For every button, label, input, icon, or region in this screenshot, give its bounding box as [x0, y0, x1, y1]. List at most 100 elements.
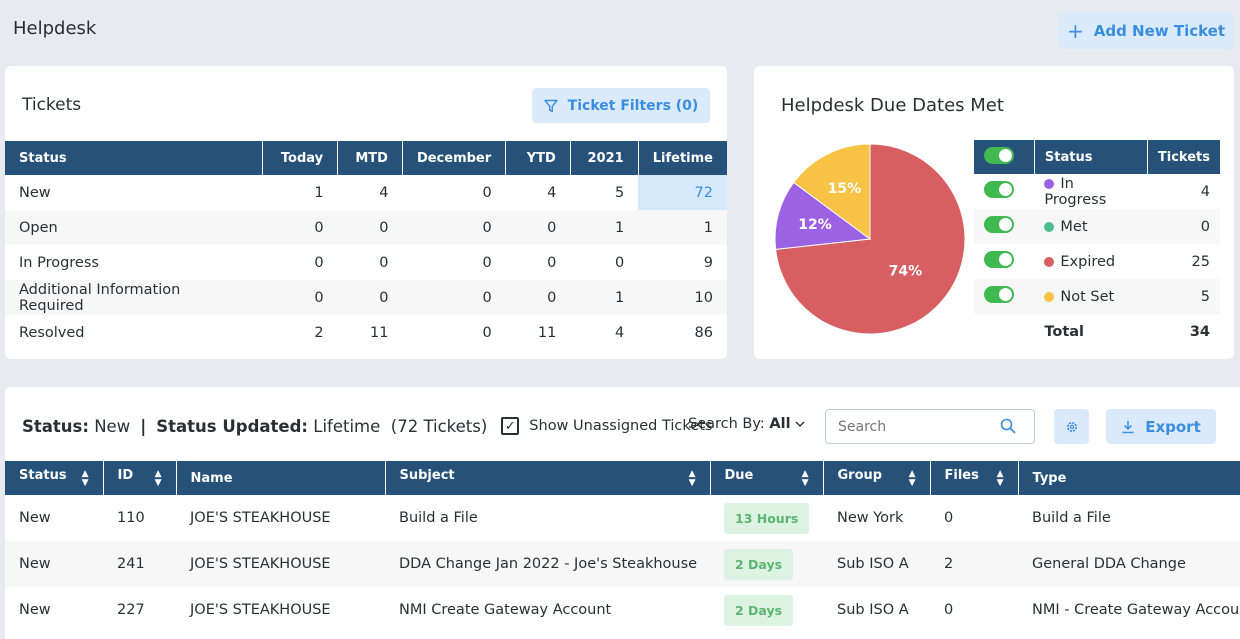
col-files-label: Files	[944, 468, 979, 483]
row-lifetime[interactable]: 86	[694, 324, 713, 341]
row-december[interactable]: 0	[402, 210, 506, 245]
row-december[interactable]: 0	[482, 324, 492, 341]
ticket-filters-button[interactable]: Ticket Filters (0)	[532, 88, 710, 123]
due-dates-pie-chart: 74% 12% 15%	[774, 143, 966, 335]
col-december: December	[402, 141, 507, 175]
sort-icon: ▲ ▼	[908, 469, 916, 488]
row-2021[interactable]: 4	[614, 324, 625, 341]
row-ytd[interactable]: 4	[547, 184, 557, 201]
row-today[interactable]: 2	[314, 324, 324, 341]
cell-files: 0	[944, 602, 954, 618]
toggle-expired[interactable]	[984, 251, 1014, 268]
row-lifetime-selected[interactable]: 72	[638, 175, 727, 210]
row-december[interactable]: 0	[402, 280, 506, 315]
pie-slice-not-set[interactable]	[792, 143, 871, 240]
export-button[interactable]: Export	[1106, 409, 1216, 444]
toggle-all-cell	[974, 140, 1035, 174]
col-type[interactable]: Type	[1018, 461, 1240, 495]
legend-row: In Progress 4	[974, 174, 1220, 209]
row-mtd[interactable]: 11	[370, 324, 389, 341]
ticket-list-card: Status: New | Status Updated: Lifetime (…	[5, 387, 1240, 639]
row-2021[interactable]: 0	[614, 254, 625, 271]
row-ytd[interactable]: 0	[505, 210, 571, 245]
toggle-in-progress[interactable]	[984, 181, 1014, 198]
cell-status: New	[19, 602, 51, 618]
legend-dot	[1044, 256, 1055, 267]
settings-button[interactable]	[1054, 409, 1089, 444]
row-mtd[interactable]: 0	[337, 210, 403, 245]
cell-group: Sub ISO A	[823, 541, 930, 587]
due-dates-card: Helpdesk Due Dates Met 74% 12% 15% Status …	[754, 66, 1234, 359]
row-mtd[interactable]: 4	[379, 184, 389, 201]
legend-header-row: Status Tickets	[974, 140, 1220, 174]
cell-group: Sub ISO A	[837, 602, 909, 618]
row-2021[interactable]: 1	[570, 280, 639, 315]
table-row[interactable]: New 227 JOE'S STEAKHOUSE NMI Create Gate…	[5, 587, 1240, 633]
due-badge: 2 Days	[724, 548, 794, 580]
row-today[interactable]: 0	[262, 210, 338, 245]
toggle-met[interactable]	[984, 216, 1014, 233]
table-row[interactable]: New 1 4 0 4 5 72	[5, 175, 727, 210]
cell-id: 227	[117, 602, 145, 618]
row-mtd[interactable]: 0	[337, 280, 403, 315]
legend-count: 5	[1147, 279, 1220, 314]
row-ytd[interactable]: 11	[537, 324, 557, 341]
row-ytd[interactable]: 0	[505, 280, 571, 315]
legend-total-row: Total 34	[974, 314, 1220, 349]
table-row[interactable]: New 241 JOE'S STEAKHOUSE DDA Change Jan …	[5, 541, 1240, 587]
row-december[interactable]: 0	[482, 254, 492, 271]
row-lifetime[interactable]: 1	[638, 210, 727, 245]
row-lifetime[interactable]: 10	[638, 280, 727, 315]
col-files[interactable]: Files ▲ ▼	[930, 461, 1019, 495]
toolbar-separator: |	[140, 416, 147, 436]
toggle-all-switch[interactable]	[984, 146, 1014, 164]
col-id-label: ID	[117, 468, 134, 483]
table-row[interactable]: Resolved 2 11 0 11 4 86	[5, 315, 727, 350]
row-december[interactable]: 0	[482, 184, 492, 201]
cell-subject: NMI Create Gateway Account	[399, 602, 612, 618]
add-new-ticket-button[interactable]: + Add New Ticket	[1058, 12, 1234, 49]
legend-count: 25	[1191, 253, 1210, 270]
status-value: New	[94, 416, 131, 436]
row-today[interactable]: 0	[314, 254, 324, 271]
sort-icon: ▲ ▼	[801, 469, 809, 488]
ticket-table: Status ▲ ▼ ID ▲ ▼ Name Subject ▲ ▼ Due ▲ ▼ Group…	[5, 461, 1240, 633]
pie-slice-in-progress[interactable]	[774, 181, 872, 250]
due-badge: 2 Days	[724, 594, 794, 626]
col-due[interactable]: Due ▲ ▼	[710, 461, 824, 495]
row-ytd[interactable]: 0	[547, 254, 557, 271]
col-id[interactable]: ID ▲ ▼	[103, 461, 177, 495]
cell-due: 2 Days	[710, 541, 823, 587]
show-unassigned-label[interactable]: Show Unassigned Tickets	[529, 418, 713, 434]
row-today[interactable]: 1	[314, 184, 324, 201]
col-group[interactable]: Group ▲ ▼	[823, 461, 931, 495]
row-today[interactable]: 0	[262, 280, 338, 315]
total-label: Total	[1044, 323, 1085, 340]
table-row[interactable]: In Progress 0 0 0 0 0 9	[5, 245, 727, 280]
row-2021[interactable]: 1	[570, 210, 639, 245]
legend-label: Met	[1060, 218, 1088, 235]
due-badge: 13 Hours	[724, 502, 810, 534]
show-unassigned-checkbox[interactable]: ✓	[501, 417, 520, 435]
col-due-label: Due	[724, 468, 754, 483]
cell-group: New York	[837, 510, 904, 526]
search-input[interactable]	[825, 409, 1035, 444]
col-name[interactable]: Name	[176, 461, 386, 495]
table-row[interactable]: Open 0 0 0 0 1 1	[5, 210, 727, 245]
legend-label: Not Set	[1060, 288, 1115, 305]
col-subject[interactable]: Subject ▲ ▼	[385, 461, 711, 495]
search-icon[interactable]	[1000, 418, 1016, 434]
table-row[interactable]: Additional Information Required 0 0 0 0 …	[5, 280, 727, 315]
table-row[interactable]: New 110 JOE'S STEAKHOUSE Build a File 13…	[5, 495, 1240, 541]
search-by-dropdown[interactable]: Search By: All	[688, 416, 805, 432]
row-2021[interactable]: 5	[614, 184, 625, 201]
download-icon	[1122, 420, 1134, 433]
pie-label-expired: 74%	[889, 264, 923, 280]
toggle-not-set[interactable]	[984, 286, 1014, 303]
col-status[interactable]: Status ▲ ▼	[5, 461, 104, 495]
legend-count: 0	[1147, 209, 1220, 244]
search-by-label: Search By:	[688, 416, 765, 432]
row-status: Resolved	[19, 324, 85, 341]
row-mtd[interactable]: 0	[379, 254, 389, 271]
row-lifetime[interactable]: 9	[703, 254, 713, 271]
